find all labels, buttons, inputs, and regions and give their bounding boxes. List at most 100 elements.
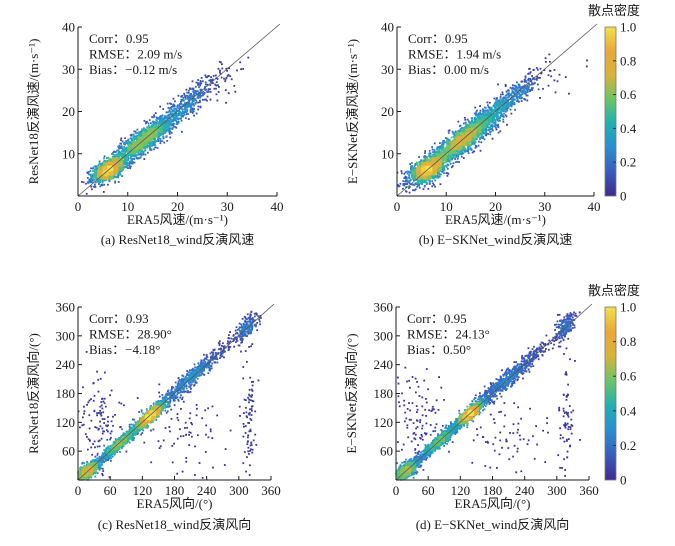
scatter-point — [437, 146, 440, 148]
scatter-point — [491, 129, 494, 132]
scatter-point — [137, 137, 140, 139]
scatter-point — [182, 103, 185, 106]
scatter-point — [500, 101, 503, 104]
scatter-point — [128, 161, 131, 164]
scatter-point — [200, 94, 203, 97]
scatter-point — [449, 163, 452, 165]
scatter-point — [510, 105, 513, 108]
scatter-point — [123, 143, 126, 145]
scatter-point — [191, 101, 194, 103]
scatter-point — [462, 157, 465, 159]
scatter-point — [191, 103, 193, 106]
scatter-point — [236, 69, 238, 72]
scatter-point — [496, 103, 498, 106]
scatter-point — [467, 126, 470, 129]
scatter-point — [429, 176, 432, 179]
scatter-point — [111, 173, 114, 175]
scatter-point — [531, 75, 533, 77]
scatter-point — [161, 117, 164, 120]
scatter-point — [120, 145, 123, 148]
scatter-point — [410, 165, 412, 168]
scatter-point — [104, 163, 106, 165]
scatter-point — [159, 115, 162, 117]
scatter-point — [199, 101, 201, 104]
scatter-point — [467, 146, 470, 149]
scatter-point — [548, 53, 551, 56]
scatter-point — [148, 147, 151, 149]
scatter-point — [568, 92, 570, 95]
scatter-point — [140, 152, 143, 155]
scatter-point — [464, 150, 466, 153]
scatter-point — [485, 119, 487, 121]
scatter-point — [476, 109, 478, 112]
scatter-point — [460, 152, 463, 154]
scatter-point — [136, 149, 139, 152]
scatter-point — [120, 137, 123, 140]
scatter-point — [132, 161, 134, 164]
scatter-point — [490, 113, 493, 115]
scatter-point — [127, 154, 130, 157]
scatter-point — [158, 137, 160, 139]
scatter-point — [192, 100, 195, 103]
scatter-point — [134, 130, 137, 133]
scatter-point — [493, 106, 496, 109]
scatter-point — [483, 138, 486, 141]
scatter-point — [531, 82, 533, 85]
scatter-point — [147, 151, 149, 154]
scatter-point — [215, 87, 217, 90]
scatter-point — [467, 147, 469, 150]
scatter-point — [108, 167, 110, 170]
scatter-point — [489, 121, 492, 124]
scatter-point — [110, 158, 113, 161]
scatter-point — [103, 164, 105, 167]
scatter-point — [140, 140, 143, 143]
scatter-point — [473, 118, 476, 121]
scatter-point — [425, 181, 428, 184]
scatter-point — [116, 153, 118, 156]
scatter-point — [130, 160, 133, 162]
scatter-point — [165, 116, 168, 119]
scatter-point — [111, 168, 114, 171]
scatter-point — [424, 150, 427, 152]
scatter-point — [158, 128, 161, 131]
scatter-point — [130, 144, 132, 147]
scatter-point — [148, 135, 151, 138]
scatter-point — [208, 75, 210, 77]
scatter-point — [448, 145, 450, 148]
scatter-point — [180, 106, 183, 108]
scatter-point — [131, 162, 134, 165]
scatter-point — [533, 68, 535, 71]
scatter-point — [179, 111, 182, 114]
scatter-point — [124, 157, 127, 160]
scatter-point — [155, 135, 158, 138]
scatter-point — [527, 87, 530, 90]
scatter-point — [170, 124, 172, 127]
scatter-point — [537, 76, 539, 79]
scatter-point — [184, 96, 186, 99]
scatter-point — [103, 155, 106, 158]
scatter-point — [492, 109, 495, 112]
scatter-point — [145, 138, 148, 141]
scatter-point — [168, 113, 171, 116]
scatter-point — [154, 146, 157, 149]
scatter-point — [166, 123, 168, 126]
scatter-point — [133, 139, 136, 142]
scatter-point — [144, 147, 146, 150]
scatter-point — [180, 117, 183, 120]
scatter-point — [498, 104, 501, 107]
scatter-point — [482, 117, 484, 120]
scatter-point — [138, 138, 141, 140]
scatter-point — [160, 130, 163, 132]
scatter-point — [502, 100, 505, 103]
scatter-point — [124, 137, 126, 139]
scatter-point — [196, 90, 199, 92]
scatter-point — [549, 70, 552, 72]
scatter-point — [436, 146, 439, 149]
scatter-point — [180, 113, 182, 116]
scatter-point — [431, 177, 434, 180]
scatter-point — [492, 119, 495, 122]
scatter-point — [172, 122, 174, 125]
scatter-point — [150, 122, 152, 124]
scatter-point — [163, 115, 166, 118]
scatter-point — [180, 119, 183, 122]
